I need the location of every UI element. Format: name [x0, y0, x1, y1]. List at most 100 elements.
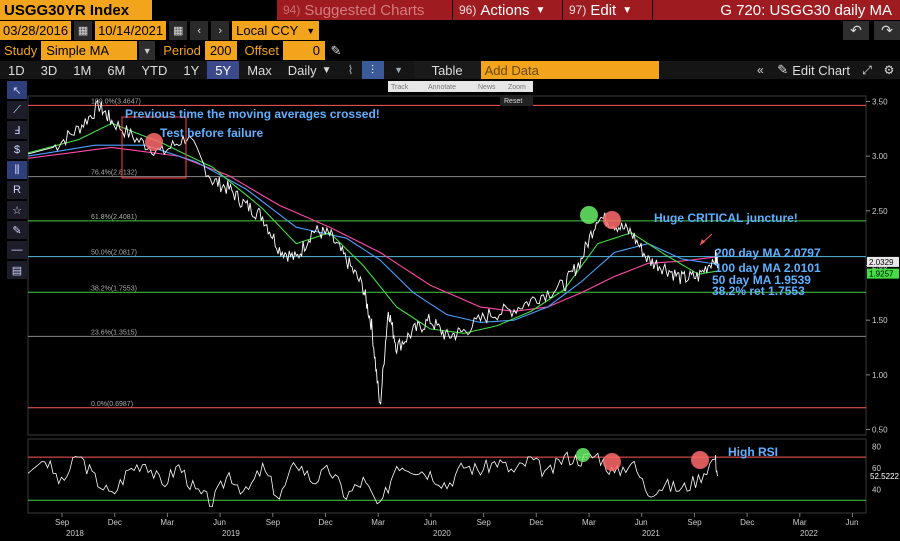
rsi-tick-label: 80 — [872, 442, 881, 451]
x-month-label: Jun — [635, 518, 648, 527]
minus-icon[interactable]: — — [7, 241, 27, 259]
currency-select[interactable]: Local CCY ▼ — [232, 21, 320, 40]
x-month-label: Mar — [793, 518, 807, 527]
edit-menu[interactable]: 97) Edit ▼ — [562, 0, 652, 20]
y-tick-label: 1.00 — [872, 371, 888, 380]
calendar-icon[interactable]: ▦ — [169, 21, 188, 40]
period-ytd[interactable]: YTD — [141, 62, 168, 78]
drawing-toolbar: ↖ ⟋ Ⅎ $ ⫼ R ☆ ✎ — ▤ — [7, 81, 27, 301]
period-1d[interactable]: 1D — [8, 62, 25, 78]
bar-chart-icon[interactable]: ⫶ — [361, 61, 384, 79]
x-year-label: 2019 — [222, 529, 240, 538]
prev-cross-annotation: Previous time the moving averages crosse… — [125, 107, 380, 121]
add-data-input[interactable]: Add Data — [480, 61, 659, 79]
study-select[interactable]: Simple MA — [41, 41, 138, 60]
redo-icon[interactable]: ↷ — [874, 21, 900, 40]
reset-button[interactable]: Reset — [504, 98, 522, 105]
chevron-down-icon[interactable]: ▼ — [394, 65, 404, 75]
frequency-select[interactable]: Daily ▼ — [287, 62, 332, 78]
red-marker — [691, 451, 709, 469]
period-max[interactable]: Max — [247, 62, 272, 78]
next-arrow-icon[interactable]: › — [211, 21, 230, 40]
gear-icon[interactable]: ⚙ — [883, 63, 895, 77]
date-bar: 03/28/2016 ▦ 10/14/2021 ▦ ‹ › Local CCY … — [0, 21, 900, 40]
red-marker — [603, 453, 621, 471]
chevron-down-icon[interactable]: ▼ — [139, 41, 156, 60]
fib-label: 0.0%(0.6987) — [91, 401, 133, 408]
period-6m[interactable]: 6M — [107, 62, 126, 78]
ma200-annotation: 200 day MA 2.0797 — [715, 246, 821, 260]
study-bar: Study Simple MA ▼ Period 200 Offset 0 ✎ — [0, 41, 900, 60]
undo-icon[interactable]: ↶ — [843, 21, 869, 40]
line-chart-icon[interactable]: ⌇ — [347, 63, 354, 77]
rsi-panel-frame — [27, 438, 867, 514]
layers-icon[interactable]: ▤ — [7, 261, 27, 279]
y-tick-label: 3.50 — [872, 97, 888, 106]
rsi-tick-label: 40 — [872, 485, 881, 494]
cursor-icon[interactable]: ↖ — [7, 81, 27, 99]
dollar-tool-icon[interactable]: $ — [7, 141, 27, 159]
x-month-label: Sep — [687, 518, 702, 527]
x-month-label: Jun — [846, 518, 859, 527]
x-month-label: Sep — [55, 518, 70, 527]
x-month-label: Mar — [160, 518, 174, 527]
high-rsi-annotation: High RSI — [728, 445, 778, 459]
offset-label: Offset — [244, 43, 279, 58]
period-1m[interactable]: 1M — [73, 62, 92, 78]
last-price-badge — [867, 268, 899, 279]
x-year-label: 2020 — [433, 529, 451, 538]
x-axis: Sep Dec Mar Jun Sep Dec Mar Jun Sep Dec Mar Jun Sep D… — [55, 513, 858, 538]
pencil-icon[interactable]: ✎ — [330, 42, 342, 58]
end-date-field[interactable]: 10/14/2021 — [95, 21, 167, 40]
crossover-box — [121, 116, 187, 179]
actions-menu[interactable]: 96) Actions ▼ — [452, 0, 562, 20]
x-month-label: Jun — [213, 518, 226, 527]
page-title: G 720: USGG30 daily MA — [652, 0, 900, 20]
star-icon[interactable]: ☆ — [7, 201, 27, 219]
test-failure-annotation: Test before failure — [160, 126, 263, 140]
fib-tool-icon[interactable]: Ⅎ — [7, 121, 27, 139]
resize-icon[interactable]: ⤢ — [862, 62, 872, 77]
start-date-field[interactable]: 03/28/2016 — [0, 21, 72, 40]
rsi-series: 80 60 40 52.5222 — [27, 442, 899, 507]
x-year-label: 2021 — [642, 529, 660, 538]
y-tick-label: 2.50 — [872, 207, 888, 216]
x-year-label: 2018 — [66, 529, 84, 538]
period-1y[interactable]: 1Y — [183, 62, 200, 78]
news-button[interactable]: News — [478, 84, 496, 91]
edit-chart-button[interactable]: ✎ Edit Chart — [777, 62, 850, 78]
track-button[interactable]: Track — [391, 84, 409, 91]
period-field[interactable]: 200 — [204, 41, 237, 60]
previous-arrow-icon[interactable]: ‹ — [190, 21, 209, 40]
period-3d[interactable]: 3D — [40, 62, 58, 78]
suggested-charts-menu[interactable]: 94) Suggested Charts — [276, 0, 452, 20]
fib-label: 50.0%(2.0817) — [91, 250, 137, 257]
annotate-button[interactable]: Annotate — [428, 84, 456, 91]
ticker-field[interactable]: USGG30YR Index — [0, 0, 152, 20]
candles-icon[interactable]: ⫼ — [7, 161, 27, 179]
x-month-label: Dec — [529, 518, 543, 527]
period-label: Period — [163, 43, 201, 58]
offset-field[interactable]: 0 — [282, 41, 325, 60]
calendar-icon[interactable]: ▦ — [74, 21, 93, 40]
fib-label: 23.6%(1.3515) — [91, 329, 137, 336]
green-marker — [576, 448, 590, 462]
trendline-icon[interactable]: ⟋ — [7, 101, 27, 119]
x-month-label: Mar — [582, 518, 596, 527]
collapse-icon[interactable]: « — [756, 63, 764, 77]
table-button[interactable]: Table — [413, 61, 481, 79]
title-bar: USGG30YR Index 94) Suggested Charts 96) … — [0, 0, 900, 20]
price-chart[interactable]: 100.0%(3.4647) 76.4%(2.8132) 61.8%(2.4081)… — [0, 79, 900, 541]
zoom-button[interactable]: Zoom — [508, 84, 526, 91]
fib-label: 38.2%(1.7553) — [91, 285, 137, 292]
ma100-annotation: 100 day MA 2.0101 — [715, 261, 821, 275]
y-tick-label: 0.50 — [872, 426, 888, 435]
x-month-label: Dec — [108, 518, 122, 527]
fibonacci-levels: 100.0%(3.4647) 76.4%(2.8132) 61.8%(2.4081)… — [28, 98, 866, 409]
brush-icon[interactable]: ✎ — [7, 221, 27, 239]
favorites-icon[interactable]: R — [7, 181, 27, 199]
chevron-down-icon: ▼ — [622, 4, 633, 16]
fib-label: 76.4%(2.8132) — [91, 170, 137, 177]
period-5y[interactable]: 5Y — [207, 61, 240, 79]
